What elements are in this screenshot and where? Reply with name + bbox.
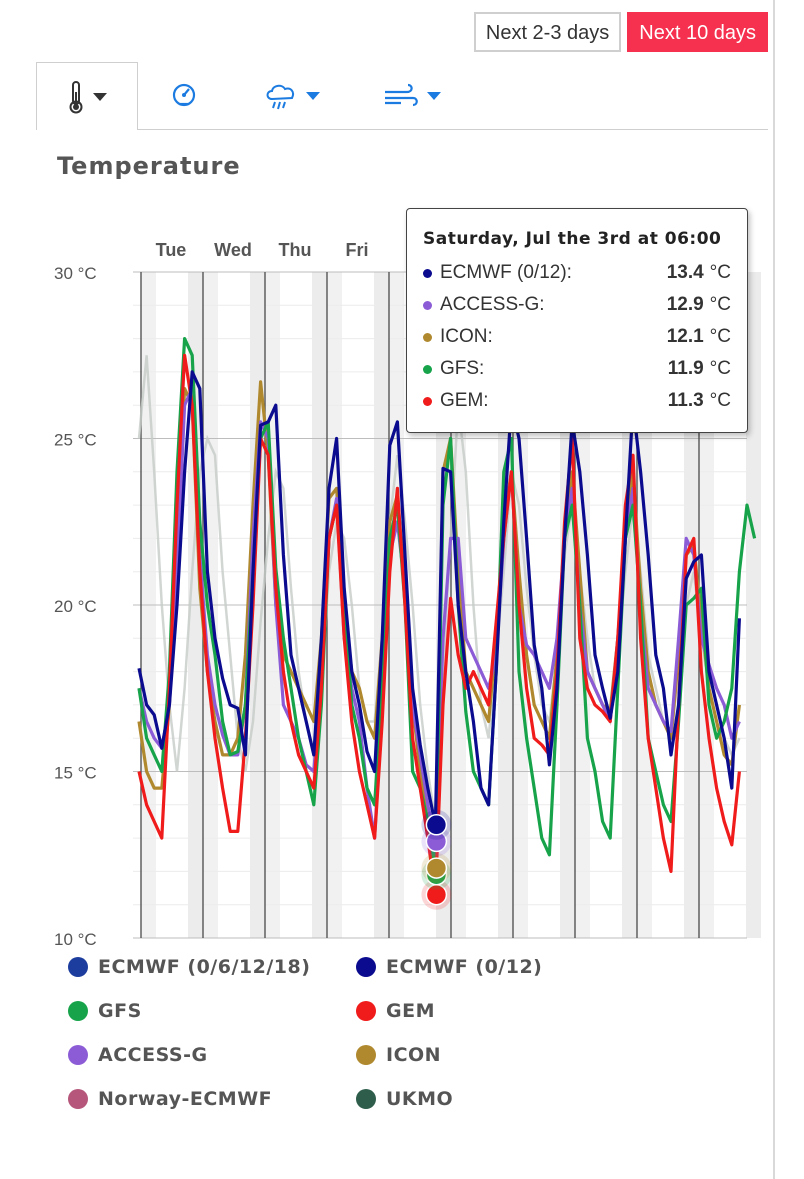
day-label: Tue [156, 240, 187, 260]
legend-item[interactable]: Norway-ECMWF [68, 1088, 272, 1110]
highlight-point [425, 814, 448, 836]
legend-color-dot [356, 1089, 376, 1109]
tooltip-value: 12.9 [666, 294, 704, 315]
series-color-dot [423, 300, 432, 310]
legend-color-dot [68, 957, 88, 977]
series-color-dot [423, 396, 432, 406]
tooltip-row: ACCESS-G: 12.9 °C [423, 289, 731, 321]
legend-color-dot [356, 1045, 376, 1065]
legend-label: ECMWF (0/12) [386, 956, 543, 978]
tooltip-series-name: GEM: [440, 390, 489, 411]
tooltip-row: GFS: 11.9 °C [423, 353, 731, 385]
next-10-days-button[interactable]: Next 10 days [627, 12, 768, 52]
legend-item[interactable]: UKMO [356, 1088, 453, 1110]
legend-color-dot [356, 1001, 376, 1021]
tooltip-value: 12.1 [666, 326, 704, 347]
tooltip-title: Saturday, Jul the 3rd at 06:00 [423, 229, 722, 249]
tooltip-row: ECMWF (0/12): 13.4 °C [423, 257, 731, 289]
tooltip-value: 11.9 [667, 358, 704, 379]
tooltip-value: 13.4 [666, 262, 704, 283]
legend-label: GFS [98, 1000, 142, 1022]
day-label: Wed [214, 240, 252, 260]
legend-label: GEM [386, 1000, 435, 1022]
legend-label: UKMO [386, 1088, 454, 1110]
chart-tooltip: Saturday, Jul the 3rd at 06:00 ECMWF (0/… [406, 208, 748, 433]
legend-item[interactable]: ECMWF (0/12) [356, 956, 542, 978]
legend-item[interactable]: GFS [68, 1000, 142, 1022]
y-tick-label: 15 °C [54, 764, 97, 783]
series-line-ecmwf-0-12- [137, 370, 741, 827]
legend-label: Norway-ECMWF [98, 1088, 273, 1110]
tooltip-series-name: ACCESS-G: [440, 294, 545, 315]
legend-item[interactable]: ICON [356, 1044, 441, 1066]
tooltip-unit: °C [709, 390, 731, 411]
tooltip-row: ICON: 12.1 °C [423, 321, 731, 353]
variable-tabs [36, 62, 768, 130]
tooltip-unit: °C [709, 262, 731, 283]
legend-label: ACCESS-G [98, 1044, 208, 1066]
tooltip-series-name: ECMWF (0/12): [440, 262, 572, 283]
tooltip-unit: °C [709, 294, 731, 315]
legend-color-dot [68, 1045, 88, 1065]
tooltip-row: GEM: 11.3 °C [423, 385, 731, 417]
highlight-point [425, 857, 448, 879]
tooltip-unit: °C [709, 326, 731, 347]
tooltip-series-name: GFS: [440, 358, 485, 379]
y-tick-label: 30 °C [54, 264, 97, 283]
thermometer-icon [69, 80, 83, 113]
night-band [746, 272, 761, 938]
y-tick-label: 25 °C [54, 431, 97, 450]
next-2-3-days-button[interactable]: Next 2-3 days [473, 12, 622, 52]
rain-cloud-icon [266, 84, 295, 110]
legend-item[interactable]: ECMWF (0/6/12/18) [68, 956, 310, 978]
day-label: Thu [279, 240, 312, 260]
series-color-dot [423, 364, 432, 374]
wind-icon [385, 83, 418, 107]
tab-precipitation[interactable] [246, 62, 338, 130]
chevron-down-icon [427, 92, 441, 100]
tab-temperature[interactable] [36, 62, 138, 130]
tooltip-unit: °C [709, 358, 731, 379]
tab-divider [138, 129, 768, 130]
chevron-down-icon [93, 92, 107, 101]
tooltip-rows: ECMWF (0/12): 13.4 °C ACCESS-G: 12.9 °C ICON: 1… [423, 257, 731, 417]
day-label: Fri [345, 240, 368, 260]
tab-wind[interactable] [366, 62, 458, 130]
series-color-dot [423, 332, 432, 342]
y-tick-label: 20 °C [54, 597, 97, 616]
tooltip-series-name: ICON: [440, 326, 493, 347]
series-line-gem [137, 353, 741, 897]
chevron-down-icon [306, 92, 320, 100]
legend-item[interactable]: GEM [356, 1000, 435, 1022]
tooltip-value: 11.3 [667, 390, 704, 411]
series-color-dot [423, 268, 432, 278]
legend-color-dot [68, 1089, 88, 1109]
legend-color-dot [68, 1001, 88, 1021]
panel-border [773, 0, 775, 1179]
tab-pressure[interactable] [148, 62, 220, 130]
legend-item[interactable]: ACCESS-G [68, 1044, 208, 1066]
y-tick-label: 10 °C [54, 930, 97, 949]
legend-label: ECMWF (0/6/12/18) [98, 956, 311, 978]
section-title: Temperature [57, 152, 241, 180]
legend-label: ICON [386, 1044, 442, 1066]
gauge-icon [172, 83, 196, 107]
range-toggle: Next 2-3 days Next 10 days [473, 12, 768, 52]
legend-color-dot [356, 957, 376, 977]
